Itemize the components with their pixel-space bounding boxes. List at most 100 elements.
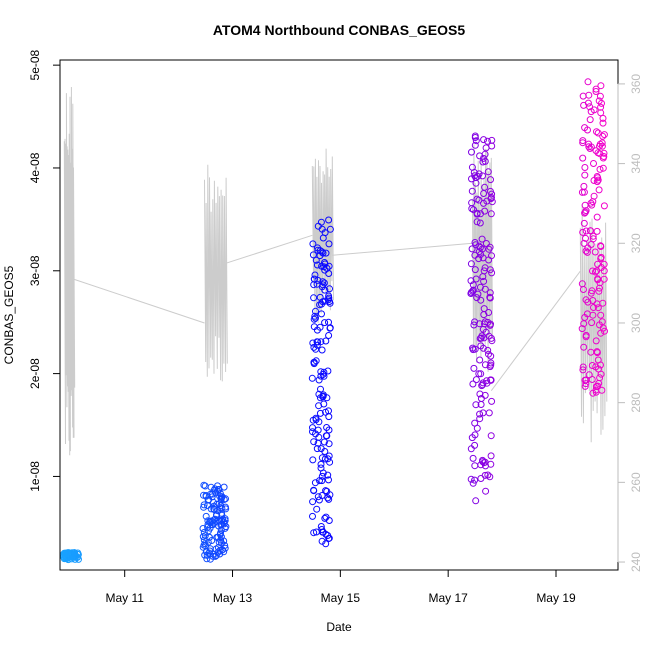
data-point <box>589 235 597 243</box>
right-tick-label: 360 <box>629 74 643 94</box>
data-point <box>220 537 228 545</box>
data-point <box>479 409 487 417</box>
data-point <box>597 103 605 111</box>
data-point <box>480 311 488 319</box>
data-point <box>213 533 221 541</box>
data-point <box>314 246 322 254</box>
data-point <box>221 515 229 523</box>
data-point <box>482 144 490 152</box>
data-point <box>311 479 319 487</box>
data-point <box>71 549 78 557</box>
data-point <box>595 287 603 295</box>
data-point <box>597 361 604 369</box>
data-point <box>310 315 318 323</box>
data-point <box>583 310 591 318</box>
data-point <box>475 370 483 378</box>
data-point <box>601 327 608 335</box>
data-point <box>319 370 327 378</box>
data-point <box>309 498 317 506</box>
data-point <box>312 430 319 438</box>
data-point <box>596 140 604 148</box>
gray-connector <box>332 242 473 256</box>
data-point <box>319 234 327 242</box>
data-point <box>324 471 332 479</box>
data-point <box>479 172 486 180</box>
data-point <box>217 493 225 501</box>
data-point <box>200 528 208 536</box>
data-point <box>486 473 494 481</box>
data-point <box>599 119 607 127</box>
data-point <box>315 390 323 398</box>
data-point <box>579 154 587 162</box>
y-axis-label: CONBAS_GEOS5 <box>2 265 16 364</box>
data-point <box>589 297 597 304</box>
data-point <box>470 364 478 372</box>
data-point <box>315 433 323 441</box>
data-point <box>487 352 495 360</box>
data-point <box>312 345 320 353</box>
data-point <box>317 218 325 226</box>
data-point <box>314 493 322 501</box>
data-point <box>579 363 587 371</box>
data-point <box>221 542 229 549</box>
data-point <box>473 210 481 218</box>
data-point <box>216 546 224 554</box>
data-point <box>593 173 601 180</box>
data-point <box>476 415 484 423</box>
data-point <box>475 170 483 178</box>
gray-spike-segment <box>204 164 228 382</box>
data-point <box>583 248 591 256</box>
data-point <box>467 475 475 483</box>
data-point <box>316 409 324 417</box>
data-point <box>468 245 476 253</box>
data-point <box>310 360 318 368</box>
right-y-axis: 240 260 280 300 320 340 360 <box>617 74 643 572</box>
data-point <box>599 164 607 172</box>
data-point <box>588 362 596 369</box>
data-point <box>481 183 489 191</box>
data-point <box>215 486 223 494</box>
data-point <box>468 205 476 213</box>
data-point <box>593 267 601 275</box>
data-point <box>476 244 484 251</box>
data-point <box>579 92 587 100</box>
data-point <box>201 551 209 559</box>
data-point <box>325 262 333 270</box>
data-point <box>480 136 488 144</box>
x-tick-label: May 11 <box>105 591 144 605</box>
data-point <box>313 445 321 453</box>
data-point <box>488 142 496 150</box>
data-point <box>211 552 219 560</box>
data-point <box>585 140 593 148</box>
data-point <box>314 439 322 447</box>
data-point <box>322 540 330 548</box>
data-point <box>592 88 600 95</box>
data-point <box>317 523 325 530</box>
data-point <box>593 213 601 221</box>
data-point <box>204 523 212 531</box>
data-point <box>477 475 485 482</box>
data-point <box>589 267 596 275</box>
data-point <box>593 227 601 235</box>
data-point <box>479 456 486 464</box>
data-point <box>474 290 482 298</box>
data-point <box>481 391 489 399</box>
y-axis: 1e-08 2e-08 3e-08 4e-08 5e-08 <box>28 49 61 492</box>
data-point <box>587 348 595 356</box>
data-point <box>312 307 319 315</box>
data-point <box>325 292 333 300</box>
data-point <box>595 97 603 105</box>
data-point <box>599 154 607 162</box>
y-tick-label: 4e-08 <box>28 152 42 183</box>
data-point <box>476 152 484 160</box>
data-point <box>316 323 324 331</box>
data-point <box>592 268 599 276</box>
data-point <box>318 310 325 318</box>
data-point <box>586 103 594 111</box>
data-point <box>473 195 481 203</box>
data-point <box>310 343 318 351</box>
data-point <box>200 536 208 544</box>
data-point <box>596 150 604 158</box>
data-point <box>316 247 324 255</box>
